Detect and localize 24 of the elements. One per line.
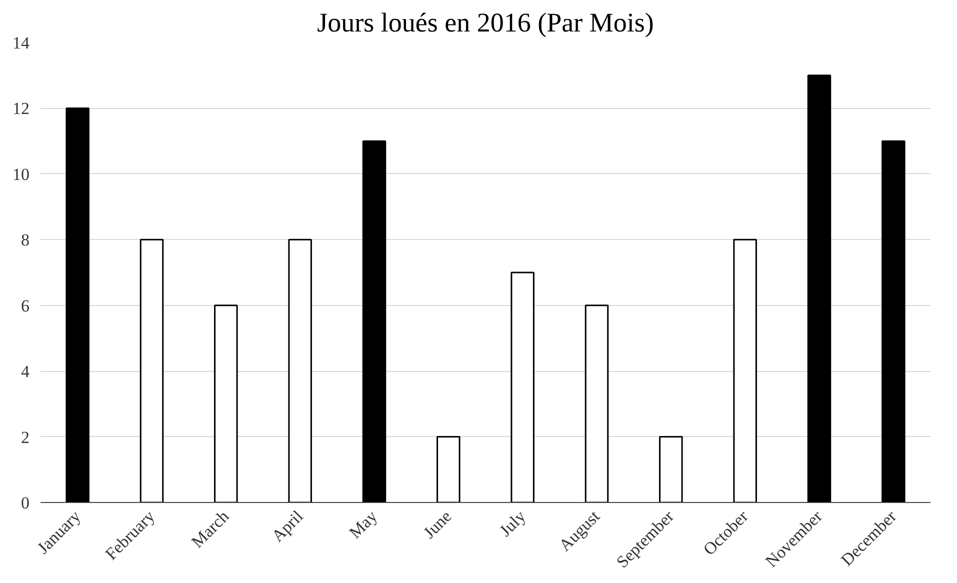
y-tick-label: 8 (21, 230, 30, 250)
bar (882, 140, 906, 502)
bar (807, 74, 832, 502)
x-tick-label: July (496, 506, 530, 540)
x-tick-label: June (420, 506, 456, 542)
bar (362, 140, 386, 502)
y-tick-label: 4 (21, 362, 30, 382)
y-tick-label: 14 (12, 34, 30, 52)
x-tick-label: May (346, 506, 382, 542)
bar (510, 272, 534, 502)
bar (140, 238, 164, 502)
y-tick-label: 6 (21, 296, 30, 316)
bar (659, 436, 683, 502)
bar (66, 107, 90, 502)
y-tick-label: 10 (12, 164, 30, 184)
y-tick-label: 2 (21, 428, 30, 447)
y-tick-label: 0 (21, 494, 30, 512)
y-tick-label: 12 (12, 99, 30, 118)
bar (733, 238, 757, 502)
bar (288, 238, 312, 502)
bar (436, 436, 460, 502)
bar (584, 304, 609, 502)
chart-title: Jours loués en 2016 (Par Mois) (317, 8, 654, 38)
bar (214, 304, 238, 502)
